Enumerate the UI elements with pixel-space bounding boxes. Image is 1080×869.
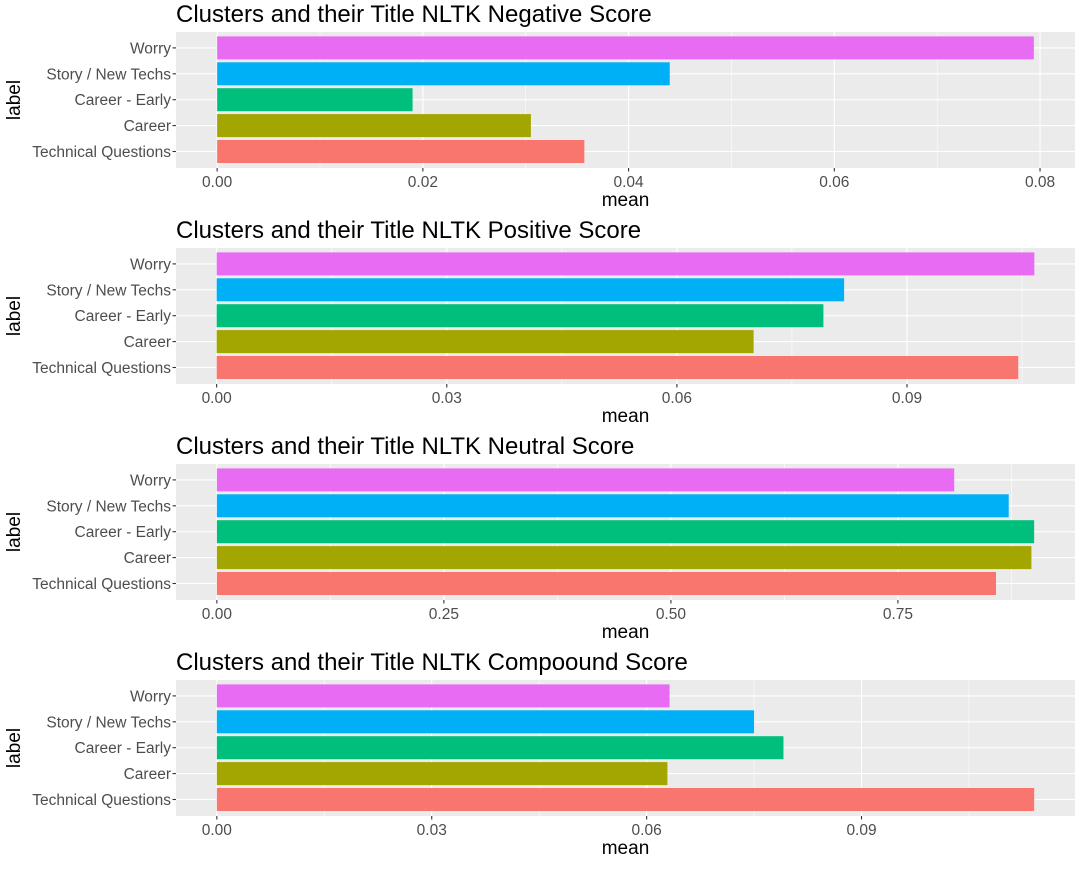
x-tick-label: 0.00 [202,174,233,191]
y-tick-label: Technical Questions [32,792,171,809]
y-tick-label: Technical Questions [32,144,171,161]
y-tick-label: Career [124,118,171,135]
bar [216,710,755,734]
chart-title: Clusters and their Title NLTK Compoound … [176,649,688,676]
y-tick-label: Technical Questions [32,360,171,377]
chart-title: Clusters and their Title NLTK Neutral Sc… [176,433,634,460]
y-axis-title: label [4,296,25,336]
x-tick-label: 0.25 [429,606,459,623]
bar [216,494,1009,518]
x-tick-label: 0.03 [417,822,447,839]
y-axis-title: label [4,728,25,768]
bar [216,356,1019,379]
bar [216,546,1032,570]
x-tick-label: 0.06 [819,174,849,191]
y-tick-label: Career - Early [75,308,172,325]
x-axis-title: mean [602,838,650,859]
bar [216,736,784,760]
bar [216,468,955,492]
x-tick-label: 0.06 [632,822,662,839]
x-tick-label: 0.08 [1025,174,1055,191]
chart-title: Clusters and their Title NLTK Negative S… [176,1,652,28]
chart-title: Clusters and their Title NLTK Positive S… [176,217,641,244]
x-tick-label: 0.50 [656,606,687,623]
bar [216,304,824,328]
bar [217,36,1034,60]
y-tick-label: Career [124,334,171,351]
x-tick-label: 0.00 [202,390,233,407]
y-tick-label: Story / New Techs [46,66,171,83]
y-tick-label: Career - Early [75,524,172,541]
y-tick-label: Story / New Techs [46,282,171,299]
bar [217,140,585,163]
y-tick-label: Career - Early [75,740,172,757]
x-tick-label: 0.00 [202,606,233,623]
bar [216,278,845,302]
bar [217,62,670,86]
bar [216,572,996,595]
bar [216,252,1035,276]
bar [216,520,1035,544]
y-tick-label: Worry [130,472,171,489]
x-axis-title: mean [602,622,650,643]
y-tick-label: Worry [130,40,171,57]
x-tick-label: 0.09 [892,390,922,407]
bar [216,788,1035,811]
y-tick-label: Story / New Techs [46,498,171,515]
y-tick-label: Worry [130,256,171,273]
y-tick-label: Technical Questions [32,576,171,593]
bar [217,88,413,112]
y-tick-label: Career - Early [75,92,172,109]
x-tick-label: 0.75 [883,606,913,623]
y-tick-label: Career [124,766,171,783]
x-tick-label: 0.00 [202,822,233,839]
bar [217,114,531,138]
x-tick-label: 0.09 [846,822,876,839]
x-axis-title: mean [602,190,650,211]
x-tick-label: 0.02 [408,174,438,191]
x-tick-label: 0.03 [432,390,462,407]
bar [216,684,670,708]
x-tick-label: 0.06 [662,390,692,407]
bar [216,330,754,354]
y-tick-label: Worry [130,688,171,705]
bar [216,762,668,786]
x-tick-label: 0.04 [613,174,644,191]
y-tick-label: Story / New Techs [46,714,171,731]
x-axis-title: mean [602,406,650,427]
y-tick-label: Career [124,550,171,567]
y-axis-title: label [4,512,25,552]
y-axis-title: label [4,80,25,120]
